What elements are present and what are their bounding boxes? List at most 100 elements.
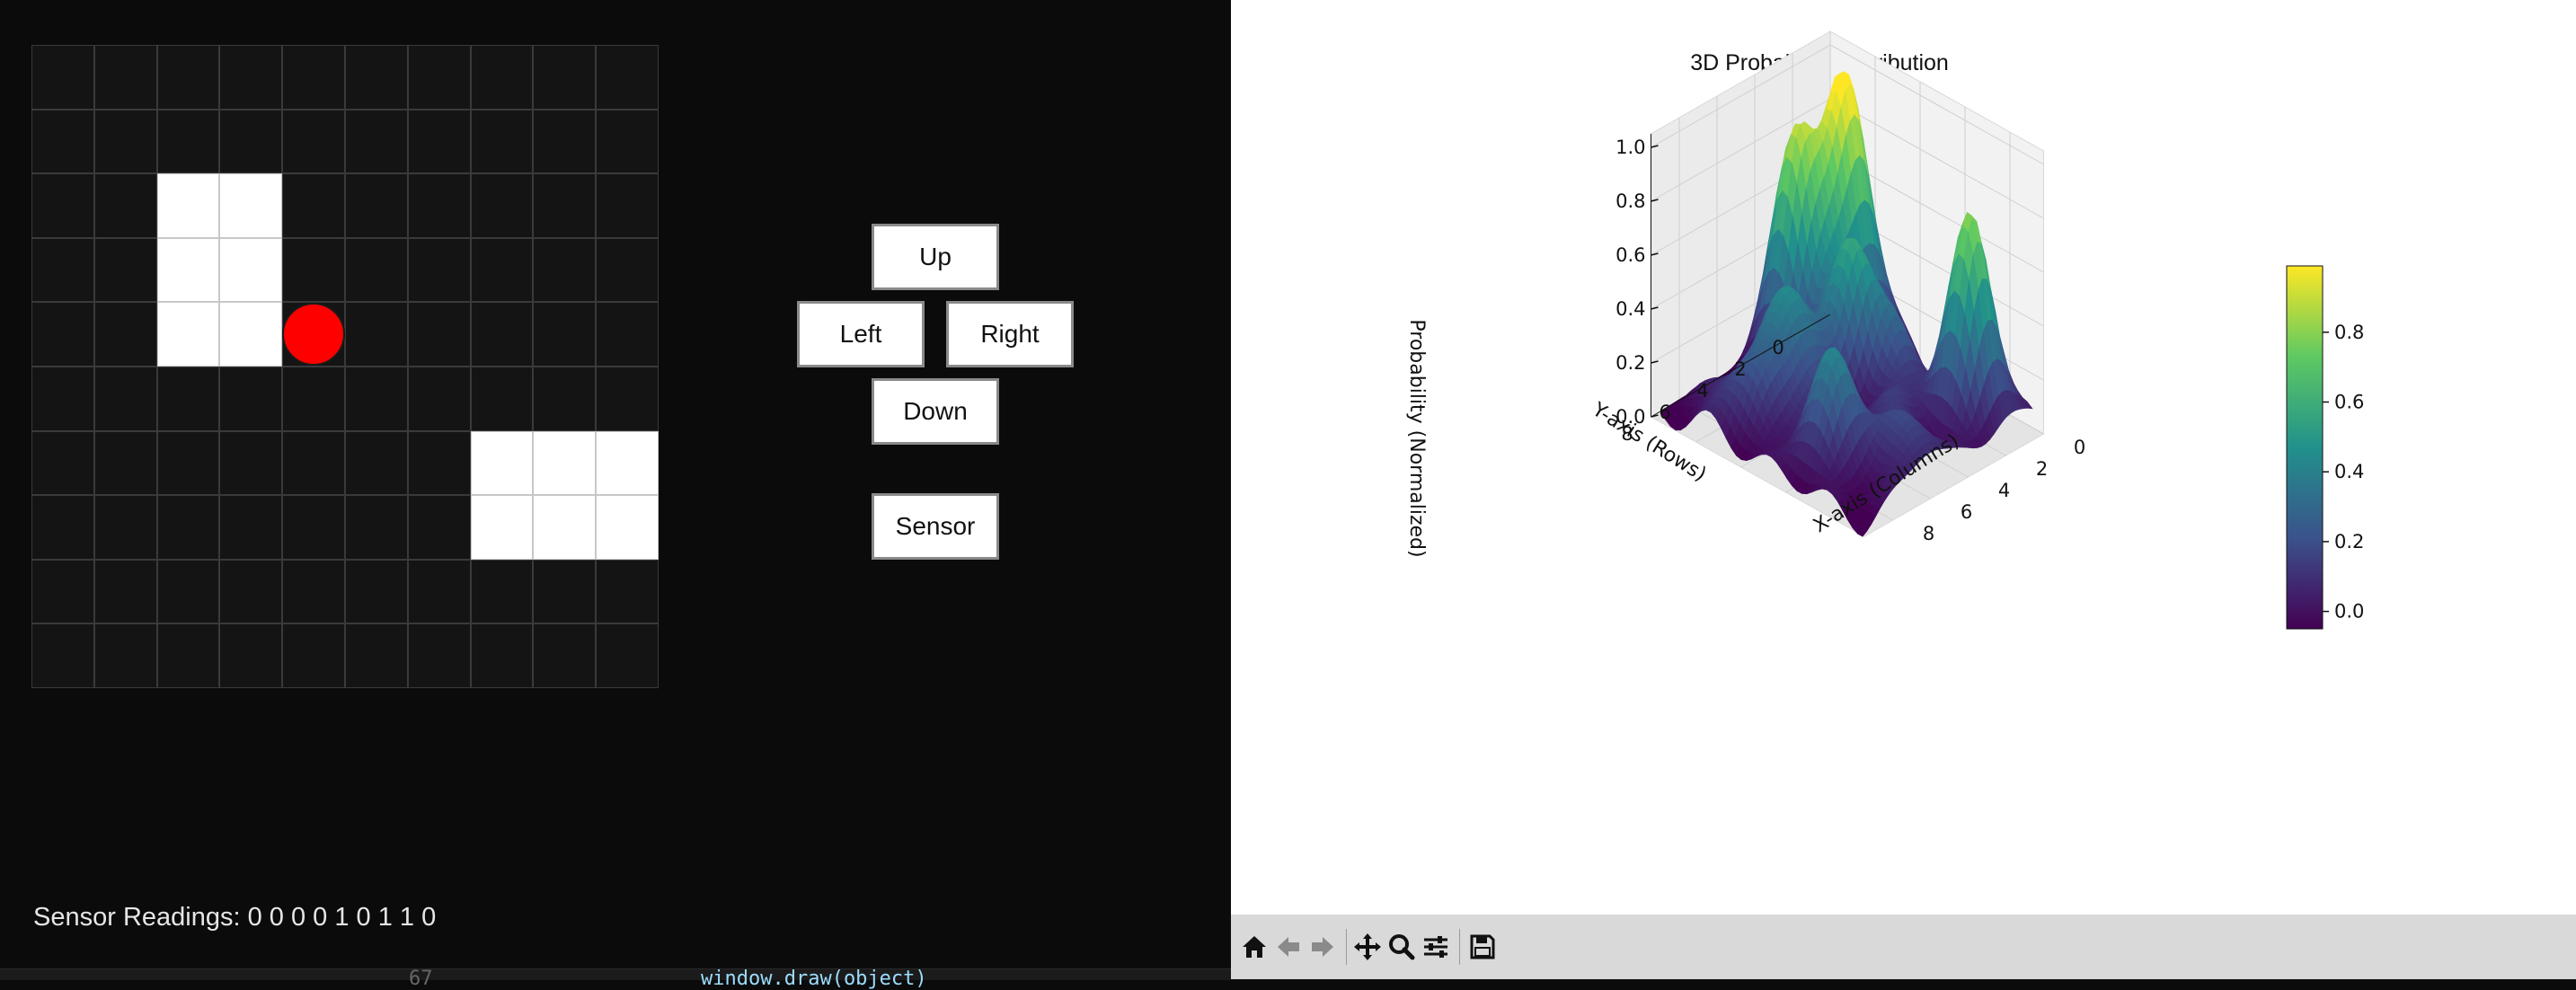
x-tick-label: 0 (2074, 437, 2085, 458)
grid-cell (156, 559, 220, 624)
z-tick-mark (1651, 306, 1659, 310)
grid-cell (93, 109, 157, 174)
grid-cell (31, 237, 94, 303)
grid-cell (93, 559, 157, 624)
grid-cell (282, 237, 345, 303)
grid-cell (470, 367, 534, 431)
grid-cell (596, 559, 659, 624)
grid-cell (407, 302, 471, 367)
grid-cell (470, 559, 534, 624)
grid-cell (282, 430, 345, 496)
right-button[interactable]: Right (946, 301, 1074, 367)
grid-cell (533, 559, 597, 624)
grid-cell (407, 623, 471, 688)
grid-cell-wall (156, 173, 220, 238)
grid-cell (345, 237, 408, 303)
grid-cell (93, 430, 157, 496)
configure-icon[interactable] (1420, 931, 1452, 963)
forward-arrow-icon[interactable] (1306, 931, 1339, 963)
grid-cell (533, 173, 597, 238)
grid-cell (533, 237, 597, 303)
grid-cell (156, 430, 220, 496)
grid-cell-wall (219, 302, 283, 367)
editor-line-number: 67 (409, 968, 433, 990)
grid-cell (345, 109, 408, 174)
grid-cell (219, 430, 283, 496)
sensor-readings-label: Sensor Readings: (33, 903, 241, 932)
grid-cell (156, 367, 220, 431)
grid-cell (31, 495, 94, 560)
colorbar-tick-label: 0.2 (2334, 531, 2364, 552)
grid-cell (596, 302, 659, 367)
grid-cell (93, 173, 157, 238)
home-icon[interactable] (1238, 931, 1270, 963)
grid-cell (596, 237, 659, 303)
x-tick-label: 8 (1923, 523, 1934, 544)
grid-cell-wall (533, 495, 597, 560)
grid-cell (219, 109, 283, 174)
z-axis-title: Probability (Normalized) (1405, 319, 1428, 557)
z-tick-label: 0.8 (1616, 190, 1645, 212)
grid-cell (407, 237, 471, 303)
down-button[interactable]: Down (872, 378, 999, 445)
colorbar-tick-label: 0.0 (2334, 601, 2364, 623)
grid-cell (219, 559, 283, 624)
grid-cell-wall (596, 495, 659, 560)
save-icon[interactable] (1466, 931, 1499, 963)
plot-toolbar (1231, 915, 2576, 979)
grid-cell (345, 367, 408, 431)
grid-cell (219, 495, 283, 560)
grid-cell (596, 623, 659, 688)
grid-cell (407, 495, 471, 560)
robot-simulator-panel: Up Left Right Down Sensor Sensor Reading… (0, 0, 1231, 989)
z-tick-label: 0.4 (1616, 298, 1645, 320)
z-tick-label: 0.6 (1616, 244, 1645, 266)
grid-cell (93, 237, 157, 303)
grid-cell (219, 45, 283, 110)
toolbar-separator (1459, 929, 1460, 965)
grid-cell (31, 302, 94, 367)
grid-cell (345, 623, 408, 688)
grid-cell-wall (533, 430, 597, 496)
left-button[interactable]: Left (797, 301, 925, 367)
grid-cell (31, 173, 94, 238)
up-button[interactable]: Up (872, 224, 999, 290)
pan-icon[interactable] (1351, 931, 1384, 963)
z-tick-mark (1651, 199, 1659, 202)
grid-cell (470, 237, 534, 303)
grid-cell (31, 109, 94, 174)
x-tick-label: 2 (2036, 458, 2048, 480)
grid-cell-wall (219, 237, 283, 303)
editor-code-line: window.draw(object) (701, 968, 927, 990)
grid-cell (282, 45, 345, 110)
sensor-button[interactable]: Sensor (872, 493, 999, 560)
grid-cell (533, 367, 597, 431)
x-tick-label: 4 (1998, 480, 2010, 501)
colorbar-tick-label: 0.8 (2334, 322, 2364, 343)
grid-cell-wall (470, 430, 534, 496)
grid-cell (407, 430, 471, 496)
grid-cell (407, 109, 471, 174)
z-tick-label: 0.2 (1616, 352, 1645, 374)
grid-world (31, 45, 659, 688)
back-arrow-icon[interactable] (1272, 931, 1305, 963)
grid-cell (407, 45, 471, 110)
y-tick-label: 0 (1772, 337, 1784, 358)
z-tick-mark (1651, 360, 1659, 364)
grid-cell (93, 495, 157, 560)
z-tick-mark (1651, 145, 1659, 148)
zoom-icon[interactable] (1385, 931, 1418, 963)
grid-cell (31, 430, 94, 496)
colorbar: 0.0 0.2 0.4 0.6 0.8 (2286, 265, 2364, 630)
z-tick-label: 0.0 (1616, 406, 1645, 428)
grid-cell-wall (470, 495, 534, 560)
grid-cell-wall (219, 173, 283, 238)
grid-cell (93, 302, 157, 367)
grid-cell (596, 45, 659, 110)
grid-cell (282, 367, 345, 431)
grid-cell (31, 559, 94, 624)
grid-cell (470, 109, 534, 174)
y-tick-label: 4 (1696, 380, 1708, 402)
colorbar-tick-label: 0.6 (2334, 392, 2364, 413)
